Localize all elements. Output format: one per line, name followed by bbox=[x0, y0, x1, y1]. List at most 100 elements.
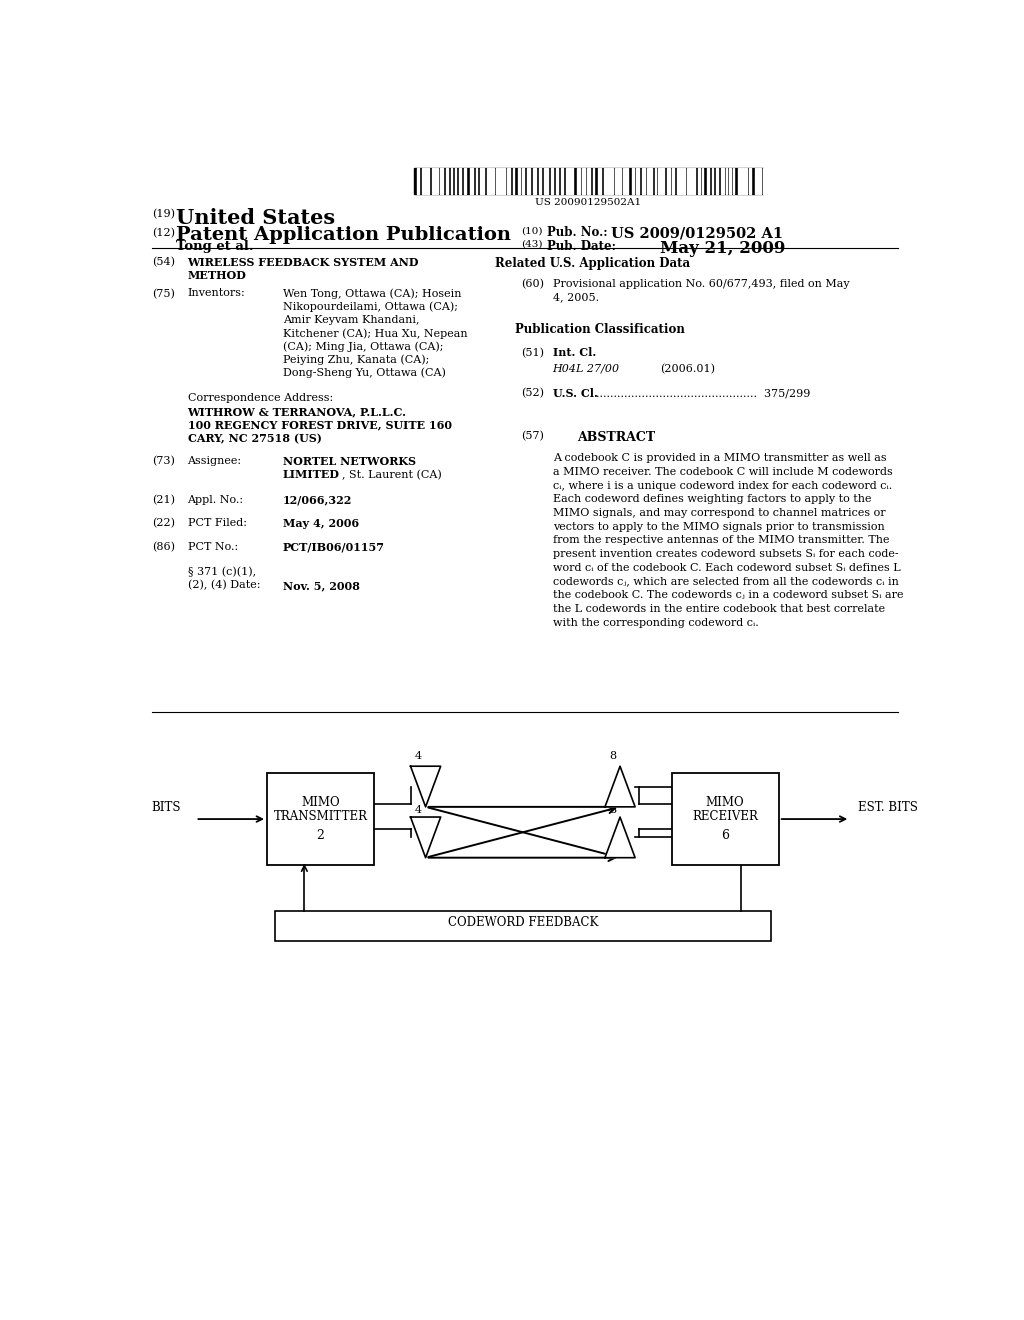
Bar bbox=[593, 168, 594, 194]
Bar bbox=[534, 168, 536, 194]
Text: (2006.01): (2006.01) bbox=[659, 364, 715, 374]
Polygon shape bbox=[605, 817, 635, 858]
Bar bbox=[729, 168, 731, 194]
Text: TRANSMITTER: TRANSMITTER bbox=[273, 809, 368, 822]
Text: Pub. Date:: Pub. Date: bbox=[547, 240, 616, 252]
Bar bbox=[577, 168, 578, 194]
Bar bbox=[459, 168, 461, 194]
Text: present invention creates codeword subsets Sᵢ for each code-: present invention creates codeword subse… bbox=[553, 549, 898, 560]
Bar bbox=[487, 168, 490, 194]
Bar bbox=[502, 168, 505, 194]
Text: ABSTRACT: ABSTRACT bbox=[577, 430, 655, 444]
Text: CARY, NC 27518 (US): CARY, NC 27518 (US) bbox=[187, 433, 322, 444]
Text: a MIMO receiver. The codebook C will include M codewords: a MIMO receiver. The codebook C will inc… bbox=[553, 467, 892, 477]
Text: Provisional application No. 60/677,493, filed on May: Provisional application No. 60/677,493, … bbox=[553, 280, 849, 289]
Bar bbox=[649, 168, 652, 194]
Bar bbox=[436, 168, 438, 194]
Bar bbox=[476, 168, 477, 194]
Bar bbox=[539, 168, 542, 194]
Text: Int. Cl.: Int. Cl. bbox=[553, 347, 596, 359]
Bar bbox=[517, 168, 520, 194]
Bar bbox=[422, 168, 425, 194]
Text: Appl. No.:: Appl. No.: bbox=[187, 495, 244, 504]
Text: PCT/IB06/01157: PCT/IB06/01157 bbox=[283, 541, 385, 553]
Text: Amir Keyvam Khandani,: Amir Keyvam Khandani, bbox=[283, 315, 419, 325]
Text: EST. BITS: EST. BITS bbox=[858, 801, 918, 814]
Text: MIMO signals, and may correspond to channel matrices or: MIMO signals, and may correspond to chan… bbox=[553, 508, 885, 517]
Bar bbox=[677, 168, 679, 194]
Text: LIMITED: LIMITED bbox=[283, 470, 340, 480]
Text: H04L 27/00: H04L 27/00 bbox=[553, 364, 620, 374]
Bar bbox=[632, 168, 634, 194]
Bar bbox=[618, 168, 621, 194]
Text: cᵢ, where i is a unique codeword index for each codeword cᵢ.: cᵢ, where i is a unique codeword index f… bbox=[553, 480, 892, 491]
Bar bbox=[440, 168, 442, 194]
Bar bbox=[587, 168, 590, 194]
Bar bbox=[561, 168, 563, 194]
Bar bbox=[568, 168, 570, 194]
Bar bbox=[683, 168, 685, 194]
Bar bbox=[465, 168, 466, 194]
Text: (57): (57) bbox=[521, 430, 544, 441]
Bar bbox=[759, 168, 761, 194]
Bar bbox=[499, 168, 501, 194]
Text: (CA); Ming Jia, Ottawa (CA);: (CA); Ming Jia, Ottawa (CA); bbox=[283, 342, 443, 352]
Bar bbox=[598, 168, 599, 194]
Bar bbox=[547, 168, 548, 194]
Polygon shape bbox=[411, 817, 440, 858]
Text: the codebook C. The codewords cⱼ in a codeword subset Sᵢ are: the codebook C. The codewords cⱼ in a co… bbox=[553, 590, 903, 601]
Bar bbox=[716, 168, 718, 194]
Text: (52): (52) bbox=[521, 388, 544, 399]
Text: WIRELESS FEEDBACK SYSTEM AND: WIRELESS FEEDBACK SYSTEM AND bbox=[187, 257, 419, 268]
Text: Publication Classification: Publication Classification bbox=[515, 323, 685, 337]
Text: 100 REGENCY FOREST DRIVE, SUITE 160: 100 REGENCY FOREST DRIVE, SUITE 160 bbox=[187, 420, 452, 430]
Bar bbox=[750, 168, 752, 194]
Bar bbox=[565, 168, 567, 194]
Text: (75): (75) bbox=[152, 289, 175, 298]
Text: (86): (86) bbox=[152, 541, 175, 552]
Text: MIMO: MIMO bbox=[301, 796, 340, 809]
Text: METHOD: METHOD bbox=[187, 271, 247, 281]
Bar bbox=[615, 168, 616, 194]
Text: Pub. No.:: Pub. No.: bbox=[547, 227, 607, 239]
Bar bbox=[726, 168, 727, 194]
Text: United States: United States bbox=[176, 209, 335, 228]
Text: BITS: BITS bbox=[152, 801, 181, 814]
Bar bbox=[741, 168, 743, 194]
Text: with the corresponding codeword cᵢ.: with the corresponding codeword cᵢ. bbox=[553, 618, 759, 628]
Bar bbox=[497, 168, 498, 194]
Bar bbox=[544, 168, 546, 194]
Text: (19): (19) bbox=[152, 210, 175, 219]
Bar bbox=[432, 168, 435, 194]
Text: NORTEL NETWORKS: NORTEL NETWORKS bbox=[283, 457, 416, 467]
Bar bbox=[451, 168, 452, 194]
Text: CODEWORD FEEDBACK: CODEWORD FEEDBACK bbox=[447, 916, 598, 929]
Bar bbox=[745, 168, 748, 194]
Text: word cᵢ of the codebook C. Each codeword subset Sᵢ defines L: word cᵢ of the codebook C. Each codeword… bbox=[553, 562, 900, 573]
Text: 4: 4 bbox=[415, 805, 422, 814]
Text: (73): (73) bbox=[152, 457, 175, 466]
Text: (10): (10) bbox=[521, 227, 543, 235]
Text: WITHROW & TERRANOVA, P.L.L.C.: WITHROW & TERRANOVA, P.L.L.C. bbox=[187, 407, 407, 417]
Bar bbox=[526, 168, 527, 194]
Text: (12): (12) bbox=[152, 227, 175, 238]
Text: (60): (60) bbox=[521, 280, 544, 289]
Text: Each codeword defines weighting factors to apply to the: Each codeword defines weighting factors … bbox=[553, 494, 871, 504]
Text: May 21, 2009: May 21, 2009 bbox=[659, 240, 785, 256]
Bar bbox=[607, 168, 609, 194]
Text: PCT Filed:: PCT Filed: bbox=[187, 519, 247, 528]
Bar bbox=[642, 168, 645, 194]
Bar bbox=[680, 168, 682, 194]
Bar bbox=[672, 774, 779, 865]
Text: MIMO: MIMO bbox=[706, 796, 744, 809]
Text: Inventors:: Inventors: bbox=[187, 289, 246, 298]
Bar bbox=[654, 168, 655, 194]
Text: the L codewords in the entire codebook that best correlate: the L codewords in the entire codebook t… bbox=[553, 605, 885, 614]
Text: Correspondence Address:: Correspondence Address: bbox=[187, 393, 333, 403]
Text: vectors to apply to the MIMO signals prior to transmission: vectors to apply to the MIMO signals pri… bbox=[553, 521, 885, 532]
Text: US 2009/0129502 A1: US 2009/0129502 A1 bbox=[610, 227, 782, 240]
Bar bbox=[417, 168, 419, 194]
Bar bbox=[571, 168, 573, 194]
Text: 2: 2 bbox=[316, 829, 325, 842]
Text: Tong et al.: Tong et al. bbox=[176, 240, 253, 252]
